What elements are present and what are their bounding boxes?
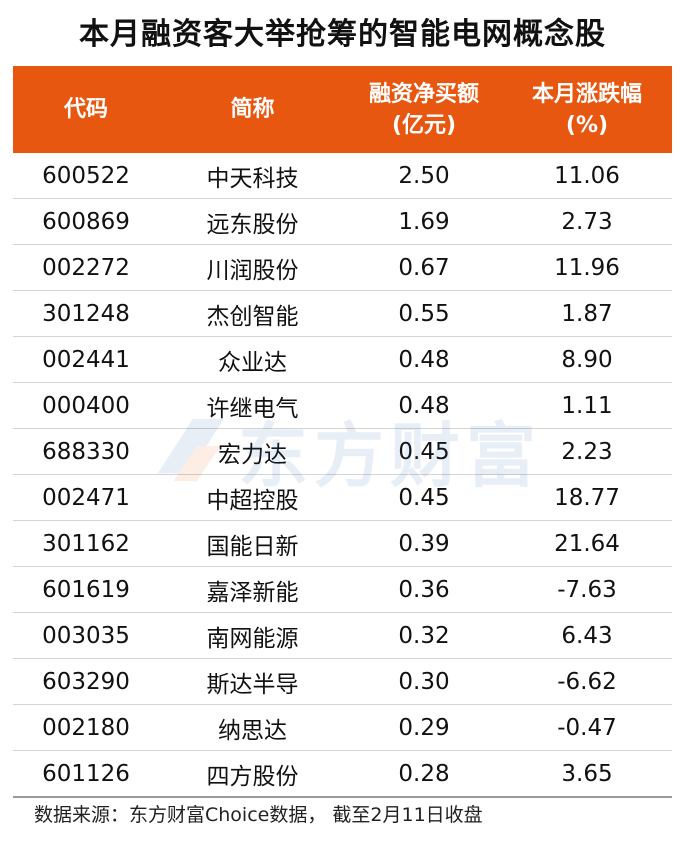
financing-amount-cell: 0.67 xyxy=(346,244,502,291)
monthly-change-cell: -6.62 xyxy=(502,658,672,705)
monthly-change-cell: 2.23 xyxy=(502,428,672,475)
stock-name-cell: 嘉泽新能 xyxy=(159,566,346,613)
stock-name-cell: 中天科技 xyxy=(159,153,346,199)
financing-amount-cell: 0.30 xyxy=(346,658,502,705)
financing-amount-cell: 0.45 xyxy=(346,474,502,521)
monthly-change-cell: 6.43 xyxy=(502,612,672,659)
table-row: 000400 许继电气 0.48 1.11 xyxy=(13,382,672,429)
stock-code-cell: 601619 xyxy=(13,566,159,613)
financing-amount-cell: 0.29 xyxy=(346,704,502,751)
header-financing-label: 融资净买额 xyxy=(368,81,479,107)
monthly-change-cell: 8.90 xyxy=(502,336,672,383)
header-financing: 融资净买额 (亿元) xyxy=(346,66,502,153)
monthly-change-cell: 1.11 xyxy=(502,382,672,429)
stock-name-cell: 斯达半导 xyxy=(159,658,346,705)
stock-name-cell: 川润股份 xyxy=(159,244,346,291)
stock-code-cell: 000400 xyxy=(13,382,159,429)
financing-amount-cell: 2.50 xyxy=(346,153,502,199)
table-row: 301248 杰创智能 0.55 1.87 xyxy=(13,290,672,337)
table-row: 002272 川润股份 0.67 11.96 xyxy=(13,244,672,291)
monthly-change-cell: 3.65 xyxy=(502,750,672,798)
stock-code-cell: 301162 xyxy=(13,520,159,567)
table-row: 002441 众业达 0.48 8.90 xyxy=(13,336,672,383)
stock-name-cell: 纳思达 xyxy=(159,704,346,751)
financing-amount-cell: 0.28 xyxy=(346,750,502,798)
stock-name-cell: 众业达 xyxy=(159,336,346,383)
monthly-change-cell: 21.64 xyxy=(502,520,672,567)
table-row: 002180 纳思达 0.29 -0.47 xyxy=(13,704,672,751)
stock-name-cell: 宏力达 xyxy=(159,428,346,475)
financing-amount-cell: 0.39 xyxy=(346,520,502,567)
table-row: 601619 嘉泽新能 0.36 -7.63 xyxy=(13,566,672,613)
stock-code-cell: 600869 xyxy=(13,198,159,245)
stock-code-cell: 002272 xyxy=(13,244,159,291)
financing-amount-cell: 1.69 xyxy=(346,198,502,245)
header-change-label: 本月涨跌幅 xyxy=(531,81,642,107)
stock-name-cell: 南网能源 xyxy=(159,612,346,659)
monthly-change-cell: 2.73 xyxy=(502,198,672,245)
stock-code-cell: 688330 xyxy=(13,428,159,475)
header-change-unit: (%) xyxy=(565,112,609,138)
stock-name-cell: 远东股份 xyxy=(159,198,346,245)
stock-name-cell: 国能日新 xyxy=(159,520,346,567)
table-row: 688330 宏力达 0.45 2.23 xyxy=(13,428,672,475)
financing-amount-cell: 0.48 xyxy=(346,336,502,383)
stock-name-cell: 中超控股 xyxy=(159,474,346,521)
monthly-change-cell: 1.87 xyxy=(502,290,672,337)
header-financing-unit: (亿元) xyxy=(391,112,457,138)
header-code: 代码 xyxy=(13,66,159,153)
source-note: 数据来源：东方财富Choice数据， 截至2月11日收盘 xyxy=(34,804,483,826)
stock-code-cell: 301248 xyxy=(13,290,159,337)
table-row: 603290 斯达半导 0.30 -6.62 xyxy=(13,658,672,705)
stock-code-cell: 603290 xyxy=(13,658,159,705)
stock-table: 代码 简称 融资净买额 (亿元) 本月涨跌幅 (%) 600522 中天科技 2.5… xyxy=(13,66,672,798)
table-row: 002471 中超控股 0.45 18.77 xyxy=(13,474,672,521)
table-row: 601126 四方股份 0.28 3.65 xyxy=(13,750,672,798)
stock-code-cell: 601126 xyxy=(13,750,159,798)
table-row: 301162 国能日新 0.39 21.64 xyxy=(13,520,672,567)
header-change: 本月涨跌幅 (%) xyxy=(502,66,672,153)
table-row: 003035 南网能源 0.32 6.43 xyxy=(13,612,672,659)
page-title: 本月融资客大举抢筹的智能电网概念股 xyxy=(79,17,606,52)
monthly-change-cell: -0.47 xyxy=(502,704,672,751)
financing-amount-cell: 0.36 xyxy=(346,566,502,613)
stock-code-cell: 002441 xyxy=(13,336,159,383)
monthly-change-cell: 11.06 xyxy=(502,153,672,199)
table-row: 600869 远东股份 1.69 2.73 xyxy=(13,198,672,245)
financing-amount-cell: 0.45 xyxy=(346,428,502,475)
stock-code-cell: 003035 xyxy=(13,612,159,659)
financing-amount-cell: 0.32 xyxy=(346,612,502,659)
table-row: 600522 中天科技 2.50 11.06 xyxy=(13,153,672,199)
financing-amount-cell: 0.48 xyxy=(346,382,502,429)
stock-name-cell: 杰创智能 xyxy=(159,290,346,337)
table-header-row: 代码 简称 融资净买额 (亿元) 本月涨跌幅 (%) xyxy=(13,66,672,153)
stock-code-cell: 002180 xyxy=(13,704,159,751)
stock-name-cell: 许继电气 xyxy=(159,382,346,429)
monthly-change-cell: -7.63 xyxy=(502,566,672,613)
monthly-change-cell: 11.96 xyxy=(502,244,672,291)
stock-name-cell: 四方股份 xyxy=(159,750,346,798)
financing-amount-cell: 0.55 xyxy=(346,290,502,337)
monthly-change-cell: 18.77 xyxy=(502,474,672,521)
stock-code-cell: 600522 xyxy=(13,153,159,199)
header-code-label: 代码 xyxy=(63,97,108,122)
stock-code-cell: 002471 xyxy=(13,474,159,521)
header-name-label: 简称 xyxy=(230,97,275,122)
header-name: 简称 xyxy=(159,66,346,153)
